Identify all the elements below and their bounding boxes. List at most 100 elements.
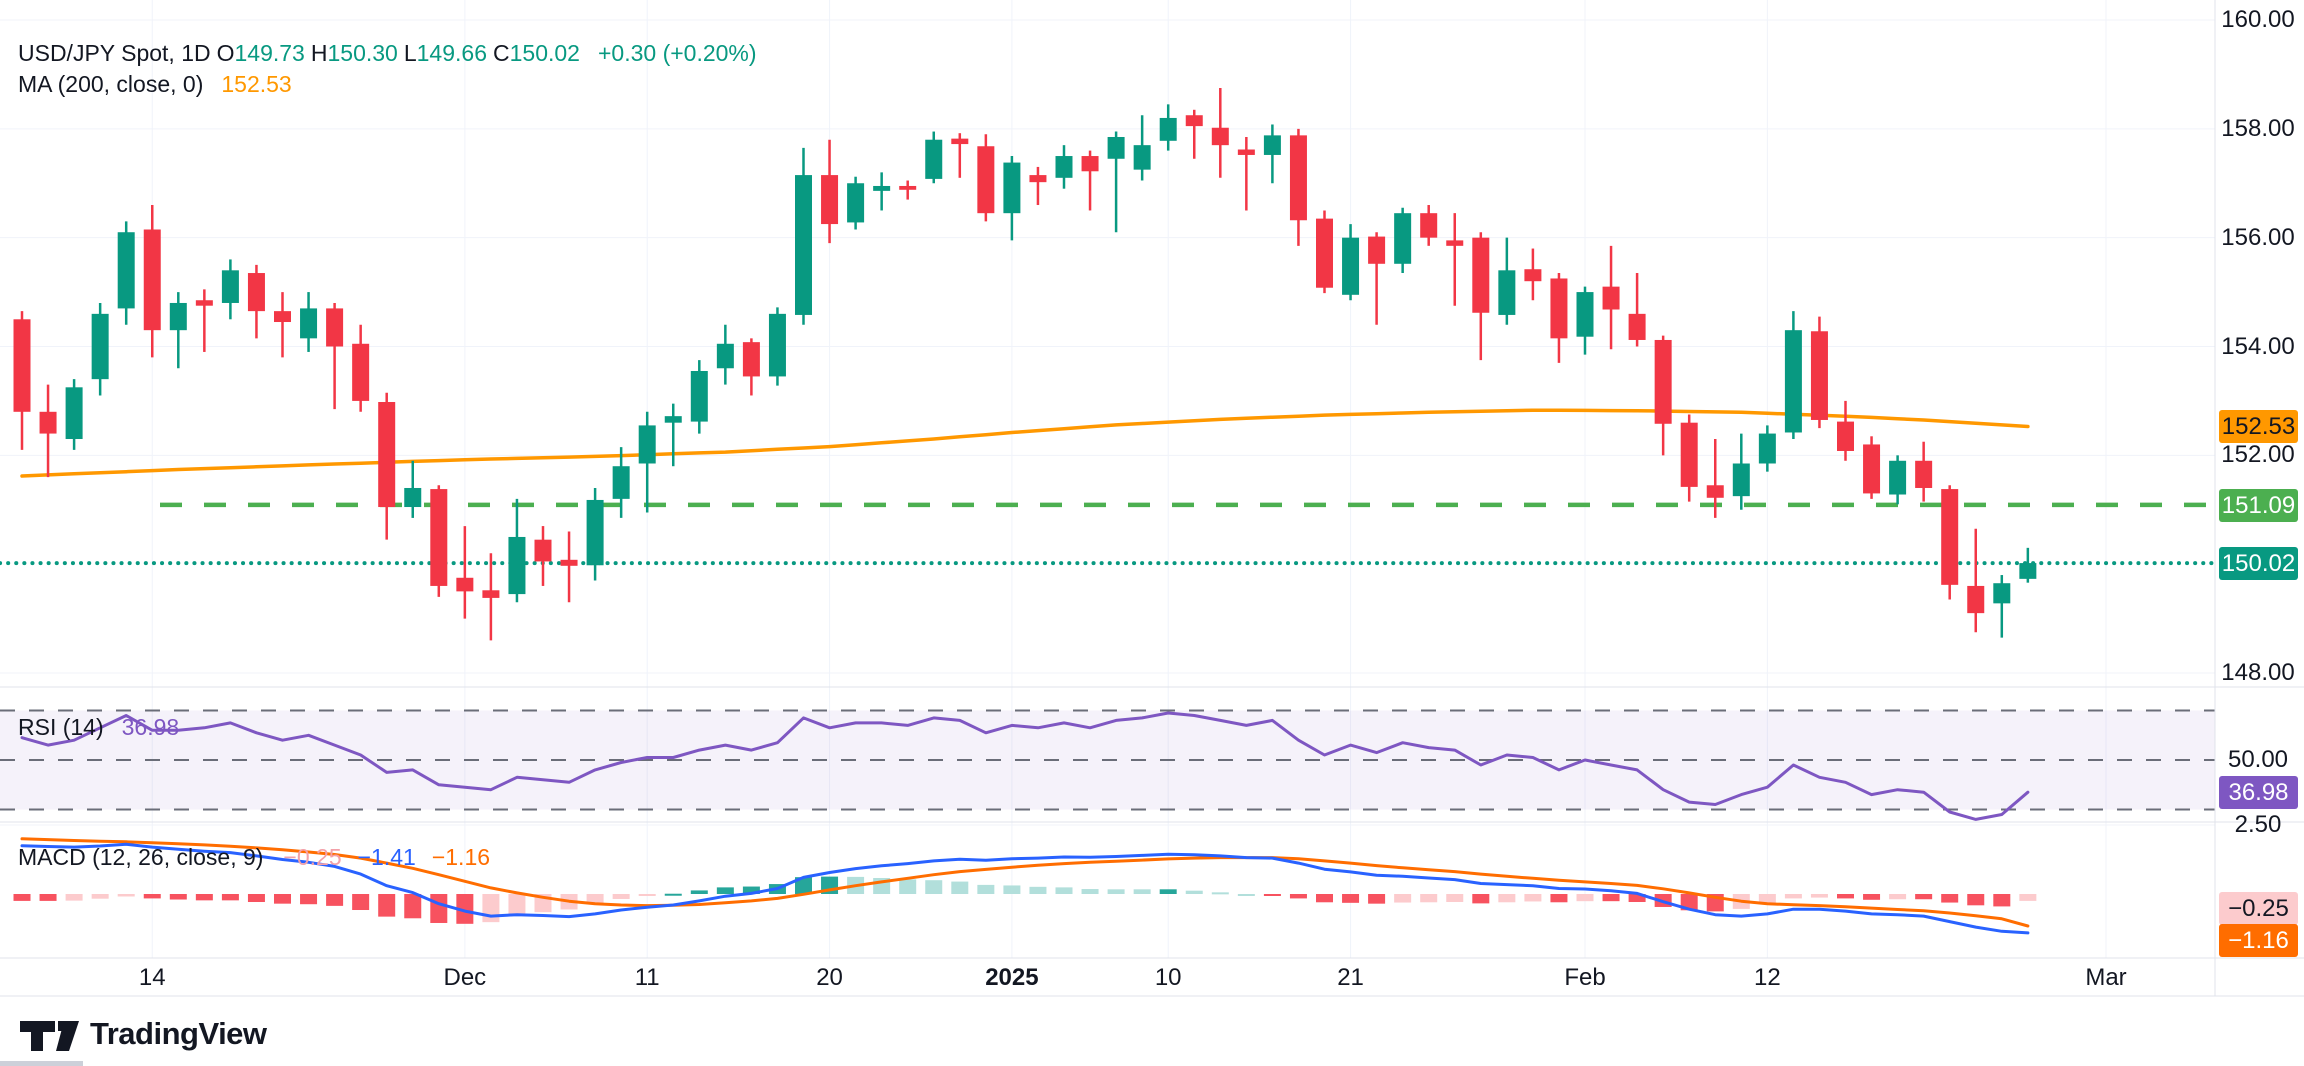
candle-body [638,425,656,464]
candle-body [247,273,265,312]
macd-histogram-bar [1237,894,1255,896]
macd-histogram-bar [39,894,57,901]
macd-histogram-bar [404,894,422,919]
macd-histogram-bar [1967,894,1985,906]
candle-body [1967,585,1985,614]
candle-body [1289,135,1307,221]
macd-histogram-bar [1107,889,1125,894]
candle-body [352,343,370,401]
candle-body [742,342,760,377]
candle-body [1003,162,1021,214]
candle-body [91,313,109,380]
candle-body [1498,270,1516,315]
candle-body [821,175,839,225]
candle-body [1993,583,2011,604]
candle-body [925,139,943,179]
candle-body [1055,156,1073,178]
macd-signal-line [20,837,2030,928]
candle-body [1732,463,1750,497]
candle-body [1654,339,1672,424]
candle-body [300,308,318,339]
macd-histogram-bar [1941,894,1959,903]
candle-body [1368,236,1386,264]
macd-histogram-bar [247,894,265,903]
candle-body [847,183,865,223]
candle-body [482,590,500,598]
candle-body [2019,563,2037,579]
candle-body [795,175,812,315]
macd-histogram-bar [1211,892,1229,895]
macd-histogram-bar [456,894,474,924]
candle-body [1211,127,1229,146]
candle-body [1159,117,1177,141]
macd-histogram-bar [1550,894,1568,903]
candle-body [664,416,682,423]
candle-body [768,313,786,377]
macd-histogram-bar [664,893,682,896]
macd-histogram-bar [1837,894,1854,899]
macd-histogram-bar [508,894,526,916]
macd-histogram-bar [1602,894,1620,902]
macd-histogram [13,876,2037,924]
candle-body [195,300,213,306]
macd-histogram-bar [13,894,31,901]
candle-body [534,539,552,562]
macd-histogram-bar [795,877,812,894]
macd-main-line [20,842,2030,935]
candle-body [117,232,135,309]
macd-histogram-bar [586,894,604,905]
macd-histogram-bar [143,894,161,899]
candle-body [1863,444,1881,494]
candle-body [1394,213,1412,264]
candle-body [13,319,31,412]
macd-histogram-bar [1029,886,1047,894]
candle-body [1029,175,1047,183]
macd-histogram-bar [1316,894,1333,903]
macd-histogram-bar [1159,889,1177,894]
macd-histogram-bar [1081,889,1099,894]
macd-histogram-bar [1420,894,1438,903]
candle-body [1758,433,1776,464]
macd-histogram-bar [1628,894,1646,903]
candle-body [1784,330,1802,433]
macd-histogram-bar [1680,894,1698,911]
candle-body [612,466,630,499]
ma-200-line [20,408,2030,478]
macd-histogram-bar [1263,894,1281,896]
macd-histogram-bar [899,879,917,894]
macd-histogram-bar [1133,889,1151,894]
macd-histogram-bar [326,894,344,906]
macd-histogram-bar [482,894,500,923]
macd-histogram-bar [195,894,213,901]
candle-body [326,308,344,347]
macd-histogram-bar [274,894,291,904]
macd-histogram-bar [925,880,943,894]
candle-body [1342,237,1360,295]
candle-body [1107,136,1125,159]
candle-body [977,146,995,214]
macd-histogram-bar [117,894,135,897]
candle-body [1081,156,1099,172]
candle-body [1263,135,1281,155]
macd-histogram-bar [742,886,760,894]
macd-histogram-bar [2019,894,2037,901]
candle-body [404,487,422,508]
macd-histogram-bar [1758,894,1776,905]
macd-histogram-bar [1446,894,1464,903]
candle-body [39,411,57,434]
candle-body [560,559,578,566]
candle-body [1628,313,1646,340]
macd-histogram-bar [1524,894,1542,902]
macd-histogram-bar [1003,885,1021,894]
candles-layer [13,88,2037,641]
macd-histogram-bar [1915,894,1933,900]
candle-body [1524,269,1542,282]
macd-histogram-bar [1784,894,1802,899]
macd-histogram-bar [91,894,109,899]
candle-body [1133,145,1151,170]
candle-body [1185,115,1203,127]
macd-histogram-bar [1576,894,1594,902]
candle-body [1420,213,1438,238]
